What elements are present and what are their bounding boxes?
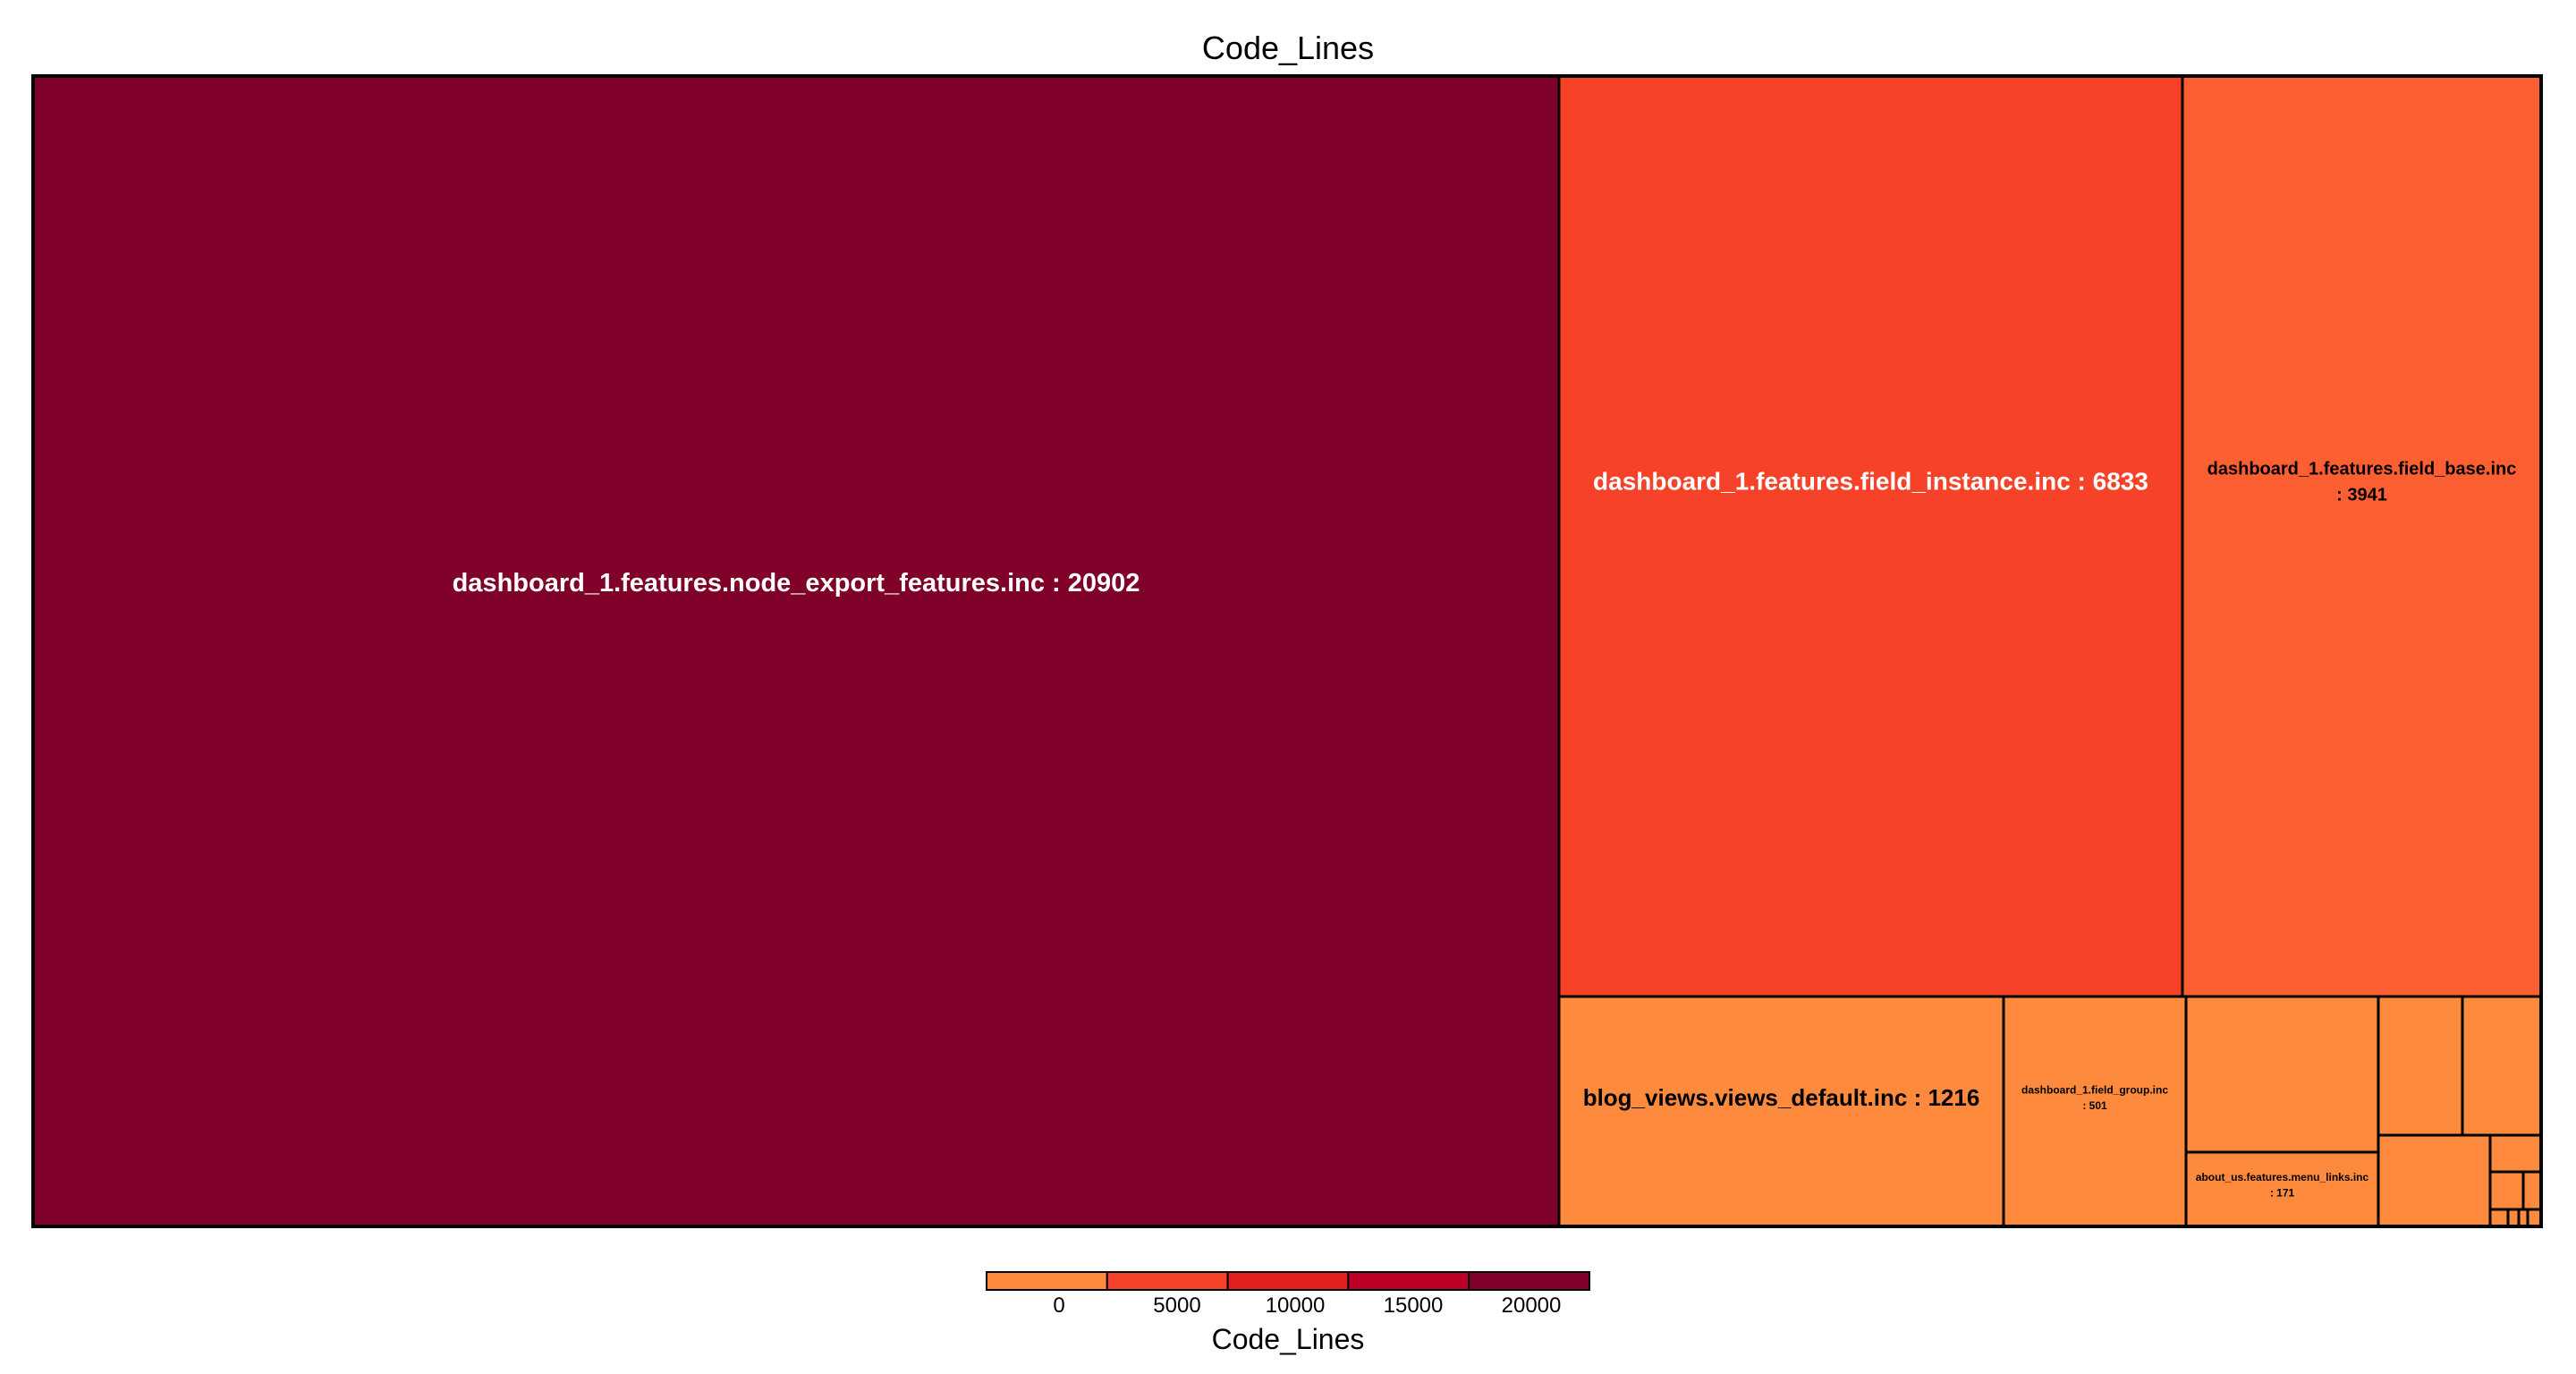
treemap-tile-label: dashboard_1.field_group.inc [2021, 1084, 2168, 1097]
treemap-tiles: dashboard_1.features.node_export_feature… [31, 74, 2543, 1228]
treemap-tile-rect [2488, 1208, 2510, 1228]
treemap-tile-rect [2488, 1133, 2543, 1174]
treemap-tile-rect [2181, 74, 2543, 998]
legend-swatch [986, 1271, 1108, 1291]
treemap-tile-label: : 171 [2270, 1186, 2295, 1199]
legend-tick-label: 0 [1053, 1293, 1064, 1318]
legend-tick-label: 20000 [1502, 1293, 1562, 1318]
treemap-tile: dashboard_1.field_group.inc : 501 [2002, 995, 2188, 1228]
treemap-tile-label: about_us.features.menu_links.inc [2196, 1171, 2369, 1183]
treemap-frame [31, 74, 2543, 1228]
treemap-tile-rect [2526, 1208, 2543, 1228]
treemap-tile-rect [1557, 74, 2184, 998]
treemap-tile-rect [2377, 1133, 2492, 1228]
legend-tick-label: 15000 [1384, 1293, 1444, 1318]
treemap-tile-rect [1557, 995, 2005, 1228]
treemap-tile-rect [2461, 995, 2543, 1137]
treemap-tile-rect [2002, 995, 2188, 1228]
legend-tick-label: 5000 [1153, 1293, 1200, 1318]
treemap-tile-rect [2521, 1170, 2543, 1211]
treemap-tile-label: : 501 [2082, 1099, 2107, 1112]
treemap-tile-label: dashboard_1.features.field_instance.inc … [1593, 468, 2148, 496]
treemap-tile-rect [2184, 1150, 2380, 1228]
legend-swatch [1106, 1271, 1229, 1291]
color-legend: 0 5000 10000 15000 20000 Code_Lines [986, 1271, 1590, 1355]
treemap-tile-label: : 3941 [2336, 485, 2387, 505]
treemap-tile-label: blog_views.views_default.inc : 1216 [1583, 1084, 1980, 1111]
legend-swatch [1347, 1271, 1470, 1291]
legend-title: Code_Lines [1212, 1323, 1365, 1355]
legend-swatch [1226, 1271, 1350, 1291]
chart-title: Code_Lines [1202, 30, 1374, 66]
treemap-tile: about_us.features.menu_links.inc : 171 [2184, 1150, 2380, 1228]
treemap-tile-rect [2184, 995, 2380, 1154]
legend-swatch [1468, 1271, 1590, 1291]
legend-tick-label: 10000 [1266, 1293, 1326, 1318]
treemap-tile: dashboard_1.features.field_instance.inc … [1557, 74, 2184, 998]
treemap-tile-rect [2506, 1208, 2521, 1228]
treemap-tile-rect [2377, 995, 2464, 1137]
treemap-tile: dashboard_1.features.field_base.inc : 394… [2181, 74, 2543, 998]
treemap-tile: blog_views.views_default.inc : 1216 [1557, 995, 2005, 1228]
treemap-tile-label: dashboard_1.features.field_base.inc [2207, 459, 2517, 479]
treemap-tile-label: dashboard_1.features.node_export_feature… [453, 569, 1140, 598]
treemap-tile: dashboard_1.features.node_export_feature… [31, 74, 1561, 1228]
treemap-tile-rect [31, 74, 1561, 1228]
legend-swatches [986, 1271, 1590, 1291]
treemap-tile-rect [2488, 1170, 2525, 1211]
legend-ticks: 0 5000 10000 15000 20000 [1053, 1293, 1561, 1318]
